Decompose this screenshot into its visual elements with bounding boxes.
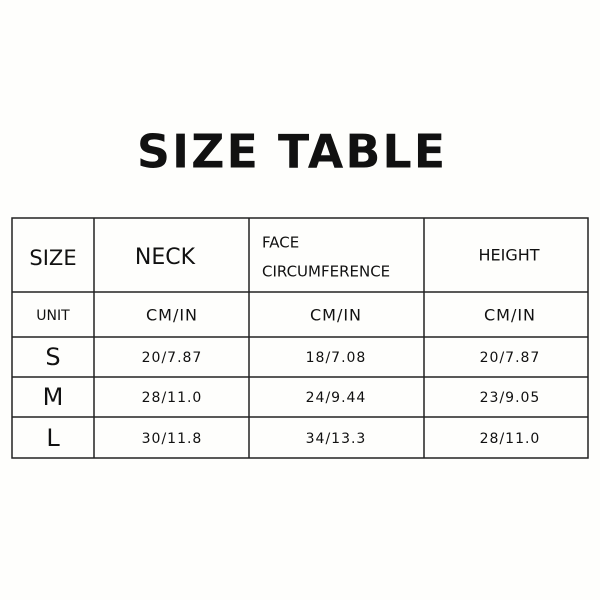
header-cell: HEIGHT [478, 246, 539, 265]
cell: CM/IN [484, 306, 536, 325]
header-cell: NECK [135, 245, 196, 270]
cell: 34/13.3 [306, 431, 367, 447]
table-grid [11, 217, 589, 459]
table-border [11, 217, 589, 459]
cell: 28/11.0 [480, 431, 541, 447]
header-cell: CIRCUMFERENCE [262, 263, 390, 281]
header-cell: FACE [262, 234, 299, 252]
row-label: S [45, 343, 60, 371]
row-label: L [46, 424, 60, 452]
cell: CM/IN [146, 306, 198, 325]
cell: 18/7.08 [306, 350, 367, 366]
cell: 20/7.87 [480, 350, 541, 366]
cell: 30/11.8 [142, 431, 203, 447]
header-cell: SIZE [29, 246, 76, 270]
cell: 23/9.05 [480, 390, 541, 406]
cell: 20/7.87 [142, 350, 203, 366]
row-label: UNIT [36, 308, 70, 324]
cell: 28/11.0 [142, 390, 203, 406]
cell: CM/IN [310, 306, 362, 325]
title: SIZE TABLE [137, 125, 447, 179]
cell: 24/9.44 [306, 390, 367, 406]
row-label: M [43, 383, 64, 411]
